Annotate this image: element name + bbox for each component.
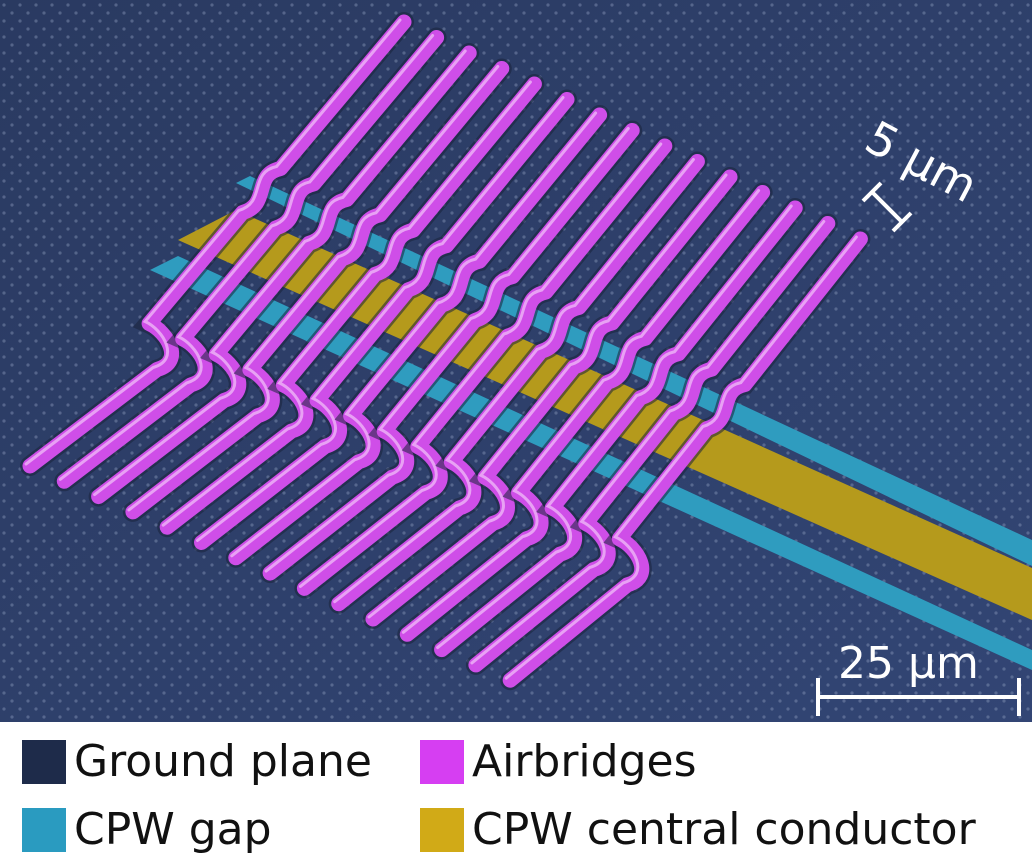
airbridge bbox=[365, 169, 738, 627]
airbridge-edge-highlight bbox=[401, 189, 761, 634]
airbridge-edge-highlight bbox=[58, 34, 435, 481]
sem-micrograph: 5 µm 25 µm bbox=[0, 0, 1032, 722]
scale-bar-small-line bbox=[870, 190, 904, 224]
airbridge bbox=[91, 45, 477, 505]
legend-label-cpw-central-conductor: CPW central conductor bbox=[472, 804, 976, 855]
airbridge-edge-highlight bbox=[161, 80, 532, 527]
legend-item-cpw-gap: CPW gap bbox=[22, 800, 272, 860]
airbridge-edge-highlight bbox=[298, 142, 663, 588]
airbridge-edge-highlight bbox=[367, 173, 728, 619]
airbridge-edge-highlight bbox=[504, 235, 858, 680]
airbridge-array bbox=[20, 12, 871, 691]
airbridge-edge-highlight bbox=[333, 158, 695, 604]
ground-plane-swatch bbox=[22, 740, 66, 784]
airbridge-edge-highlight bbox=[264, 127, 630, 573]
legend-label-airbridges: Airbridges bbox=[472, 736, 697, 787]
airbridge bbox=[262, 123, 640, 581]
legend-label-cpw-gap: CPW gap bbox=[74, 804, 272, 855]
airbridge-edge-highlight bbox=[470, 220, 826, 665]
scale-bar-small-cap-top bbox=[861, 181, 883, 203]
airbridge bbox=[502, 231, 868, 688]
legend: Ground plane Airbridges CPW gap CPW cent… bbox=[0, 722, 1032, 864]
legend-item-ground-plane: Ground plane bbox=[22, 732, 372, 792]
airbridge bbox=[434, 200, 803, 658]
airbridge-edge-highlight bbox=[230, 111, 598, 558]
airbridge bbox=[399, 185, 771, 642]
airbridge bbox=[228, 107, 608, 566]
legend-item-cpw-central-conductor: CPW central conductor bbox=[420, 800, 976, 860]
cpw-gap-swatch bbox=[22, 808, 66, 852]
airbridge bbox=[125, 61, 510, 520]
airbridge-edge-highlight bbox=[196, 96, 565, 542]
airbridge-edge-highlight bbox=[436, 204, 793, 650]
cpw-central-conductor-swatch bbox=[420, 808, 464, 852]
airbridge bbox=[159, 76, 542, 535]
scale-bar-large: 25 µm bbox=[816, 638, 1021, 716]
scale-bar-small-cap-bottom bbox=[891, 211, 913, 233]
airbridge-edge-highlight bbox=[24, 18, 402, 466]
legend-item-airbridges: Airbridges bbox=[420, 732, 697, 792]
airbridge bbox=[468, 216, 836, 673]
airbridges-swatch bbox=[420, 740, 464, 784]
airbridge bbox=[296, 138, 673, 596]
legend-label-ground-plane: Ground plane bbox=[74, 736, 372, 787]
airbridge bbox=[56, 30, 445, 489]
airbridge bbox=[22, 14, 412, 474]
scale-bar-large-label: 25 µm bbox=[838, 638, 979, 689]
airbridge bbox=[194, 92, 575, 550]
airbridge-edge-highlight bbox=[127, 65, 500, 512]
airbridge bbox=[331, 154, 705, 612]
airbridge-edge-highlight bbox=[93, 49, 467, 497]
